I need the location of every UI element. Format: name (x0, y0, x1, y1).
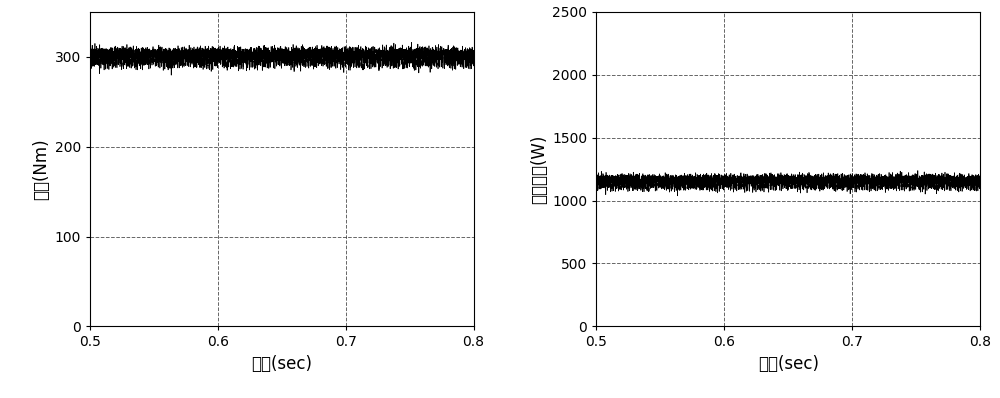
Y-axis label: 转矩(Nm): 转矩(Nm) (32, 139, 50, 200)
Y-axis label: 转子铜耗(W): 转子铜耗(W) (530, 135, 548, 204)
X-axis label: 时间(sec): 时间(sec) (758, 355, 819, 373)
X-axis label: 时间(sec): 时间(sec) (251, 355, 312, 373)
